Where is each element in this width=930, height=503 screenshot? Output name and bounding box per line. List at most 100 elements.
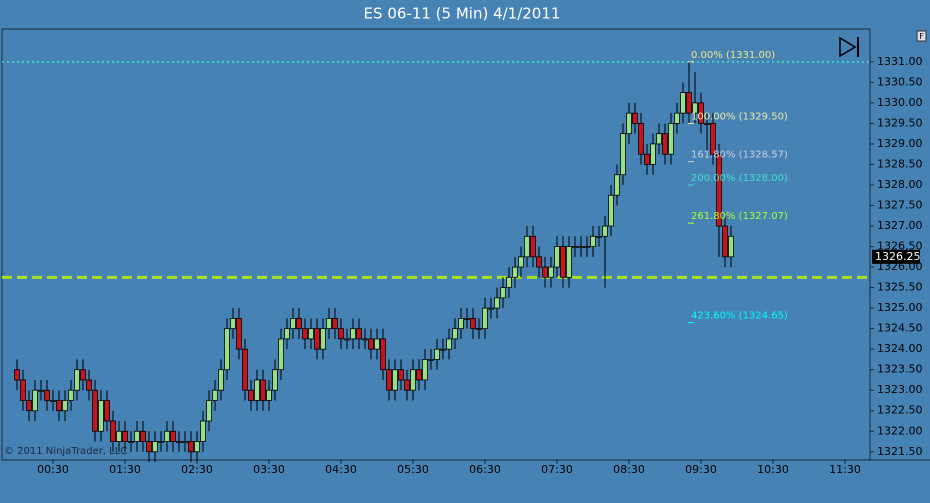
candle-body	[554, 246, 560, 268]
candle	[572, 236, 578, 257]
candle	[20, 369, 26, 411]
candle	[476, 318, 482, 339]
candle-body	[392, 369, 398, 391]
candle	[494, 287, 500, 319]
candle-body	[650, 143, 656, 165]
candle	[290, 308, 296, 339]
candle	[482, 297, 488, 339]
candle	[500, 277, 506, 309]
candle-body	[20, 379, 26, 401]
candle	[350, 318, 356, 350]
candle-body	[248, 389, 254, 401]
candle	[512, 256, 518, 288]
x-tick-label: 02:30	[181, 463, 213, 476]
candle	[254, 369, 260, 411]
candle-body	[662, 133, 668, 155]
y-tick-label: 1329.50	[877, 116, 923, 129]
candle	[332, 308, 338, 339]
candle-body	[584, 246, 590, 248]
candle-body	[74, 369, 80, 391]
y-tick-label: 1321.50	[877, 445, 923, 458]
candle-body	[710, 123, 716, 155]
candle-body	[542, 266, 548, 278]
f-button[interactable]	[916, 30, 927, 42]
candle	[380, 328, 386, 380]
candle	[218, 359, 224, 401]
candle-body	[596, 235, 602, 238]
candle	[608, 184, 614, 237]
candle	[458, 308, 464, 339]
candle	[548, 256, 554, 288]
candle-body	[488, 307, 494, 310]
candle-body	[728, 235, 734, 258]
candle	[236, 308, 242, 360]
x-tick-label: 03:30	[253, 463, 285, 476]
candle-body	[224, 328, 230, 371]
candle	[488, 297, 494, 319]
candle	[446, 328, 452, 360]
fib-label: 261.80% (1327.07)	[691, 211, 788, 222]
candle	[26, 390, 32, 422]
candle	[170, 421, 176, 452]
candle-body	[218, 369, 224, 391]
x-tick-label: 00:30	[37, 463, 69, 476]
candle	[344, 328, 350, 350]
candle-body	[344, 338, 350, 341]
candle	[14, 359, 20, 391]
candle	[404, 369, 410, 401]
y-tick-label: 1329.00	[877, 137, 923, 150]
candle	[692, 72, 698, 124]
y-tick-label: 1325.50	[877, 281, 923, 294]
candle-body	[416, 369, 422, 381]
candle	[206, 390, 212, 432]
candle-body	[530, 235, 536, 258]
candle-body	[386, 369, 392, 391]
candle	[98, 390, 104, 442]
candle	[188, 431, 194, 463]
f-button-label: F	[919, 32, 924, 41]
candle	[302, 318, 308, 350]
candle-body	[500, 287, 506, 299]
candle-body	[14, 369, 20, 381]
candle	[80, 359, 86, 391]
candle-body	[92, 389, 98, 432]
candle-body	[380, 338, 386, 371]
x-tick-label: 04:30	[325, 463, 357, 476]
candle-body	[128, 441, 134, 443]
y-tick-label: 1327.50	[877, 199, 923, 212]
candle	[422, 349, 428, 391]
candle	[326, 308, 332, 339]
x-tick-label: 11:30	[829, 463, 861, 476]
candle-body	[302, 328, 308, 340]
candle-body	[26, 400, 32, 412]
candle-body	[692, 102, 698, 114]
y-tick-label: 1323.50	[877, 363, 923, 376]
candle-body	[716, 153, 722, 227]
candle-body	[146, 441, 152, 453]
candle-body	[338, 328, 344, 340]
candle-body	[548, 266, 554, 278]
candle-body	[590, 235, 596, 247]
candle	[578, 236, 584, 257]
y-tick-label: 1326.50	[877, 240, 923, 253]
candle	[680, 82, 686, 124]
candle-body	[116, 430, 122, 442]
candle	[284, 318, 290, 350]
candle-body	[44, 389, 50, 401]
candle	[452, 318, 458, 350]
candle-body	[506, 276, 512, 289]
play-icon[interactable]	[839, 36, 859, 58]
candle	[386, 359, 392, 401]
candle	[662, 123, 668, 165]
x-tick-label: 05:30	[397, 463, 429, 476]
candle-body	[398, 369, 404, 381]
candle	[650, 133, 656, 175]
candle	[602, 215, 608, 288]
candle	[554, 236, 560, 278]
candle-body	[332, 317, 338, 330]
candle	[152, 431, 158, 463]
candle	[308, 318, 314, 350]
candle-body	[164, 430, 170, 442]
y-tick-label: 1330.00	[877, 96, 923, 109]
candle-body	[638, 123, 644, 155]
